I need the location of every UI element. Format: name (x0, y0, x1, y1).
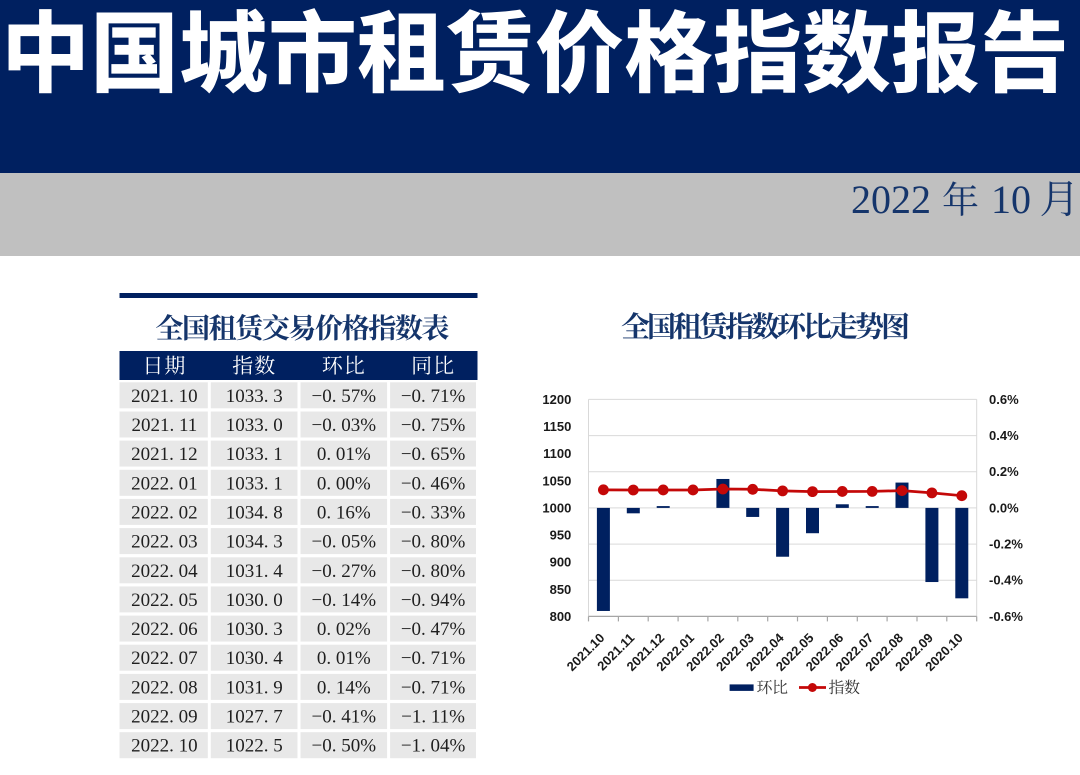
svg-text:1100: 1100 (543, 446, 571, 461)
svg-text:950: 950 (550, 528, 572, 543)
svg-text:-0.2%: -0.2% (989, 537, 1023, 552)
svg-text:−0. 46%: −0. 46% (401, 473, 466, 494)
svg-text:2022. 04: 2022. 04 (131, 561, 198, 582)
svg-text:0. 01%: 0. 01% (317, 444, 371, 465)
svg-text:0.4%: 0.4% (989, 428, 1019, 443)
svg-text:1000: 1000 (542, 500, 571, 515)
svg-text:0.2%: 0.2% (989, 464, 1019, 479)
svg-text:−0. 03%: −0. 03% (312, 415, 377, 436)
svg-text:1050: 1050 (542, 473, 571, 488)
svg-text:1033. 3: 1033. 3 (226, 386, 283, 407)
svg-text:-0.4%: -0.4% (989, 573, 1023, 588)
svg-text:850: 850 (550, 582, 572, 597)
svg-text:−0. 50%: −0. 50% (312, 736, 377, 757)
svg-text:2022. 07: 2022. 07 (131, 648, 198, 669)
svg-text:2022. 05: 2022. 05 (131, 590, 198, 611)
svg-text:−0. 05%: −0. 05% (312, 532, 377, 553)
svg-text:−0. 80%: −0. 80% (401, 532, 466, 553)
svg-text:800: 800 (550, 609, 572, 624)
svg-text:−0. 80%: −0. 80% (401, 561, 466, 582)
svg-text:10: 10 (991, 177, 1031, 222)
svg-text:1034. 3: 1034. 3 (226, 532, 283, 553)
svg-text:1150: 1150 (543, 419, 571, 434)
svg-text:1022. 5: 1022. 5 (226, 736, 283, 757)
svg-text:900: 900 (550, 555, 572, 570)
svg-text:−0. 14%: −0. 14% (312, 590, 377, 611)
svg-text:0. 16%: 0. 16% (317, 502, 371, 523)
svg-text:−0. 75%: −0. 75% (401, 415, 466, 436)
svg-text:0. 02%: 0. 02% (317, 619, 371, 640)
svg-text:−0. 47%: −0. 47% (401, 619, 466, 640)
svg-text:1033. 1: 1033. 1 (226, 473, 283, 494)
svg-text:1033. 1: 1033. 1 (226, 444, 283, 465)
svg-text:2021. 11: 2021. 11 (132, 415, 198, 436)
svg-text:−1. 11%: −1. 11% (401, 707, 465, 728)
svg-text:−0. 65%: −0. 65% (401, 444, 466, 465)
svg-text:−0. 71%: −0. 71% (401, 648, 466, 669)
svg-text:2021. 10: 2021. 10 (131, 386, 198, 407)
svg-text:0. 00%: 0. 00% (317, 473, 371, 494)
svg-text:1200: 1200 (542, 392, 571, 407)
svg-text:2022. 01: 2022. 01 (131, 473, 198, 494)
svg-text:2021. 12: 2021. 12 (131, 444, 198, 465)
svg-text:0.6%: 0.6% (989, 392, 1019, 407)
svg-text:1030. 3: 1030. 3 (226, 619, 283, 640)
svg-text:2022. 06: 2022. 06 (131, 619, 198, 640)
svg-text:2022. 02: 2022. 02 (131, 502, 198, 523)
svg-text:2022. 08: 2022. 08 (131, 677, 198, 698)
svg-text:1031. 4: 1031. 4 (226, 561, 284, 582)
svg-text:1034. 8: 1034. 8 (226, 502, 283, 523)
svg-text:−0. 57%: −0. 57% (312, 386, 377, 407)
svg-text:-0.6%: -0.6% (989, 609, 1023, 624)
svg-text:2022. 09: 2022. 09 (131, 707, 198, 728)
svg-text:−0. 33%: −0. 33% (401, 502, 466, 523)
svg-text:2022. 03: 2022. 03 (131, 532, 198, 553)
svg-text:1033. 0: 1033. 0 (226, 415, 283, 436)
svg-text:1030. 0: 1030. 0 (226, 590, 283, 611)
svg-text:−0. 41%: −0. 41% (312, 707, 377, 728)
svg-text:−0. 94%: −0. 94% (401, 590, 466, 611)
svg-text:0. 14%: 0. 14% (317, 677, 371, 698)
svg-text:2022. 10: 2022. 10 (131, 736, 198, 757)
svg-text:1031. 9: 1031. 9 (226, 677, 283, 698)
svg-text:−1. 04%: −1. 04% (401, 736, 466, 757)
svg-text:1030. 4: 1030. 4 (226, 648, 284, 669)
svg-text:−0. 71%: −0. 71% (401, 386, 466, 407)
svg-text:0.0%: 0.0% (989, 500, 1019, 515)
svg-text:1027. 7: 1027. 7 (226, 707, 283, 728)
svg-text:0. 01%: 0. 01% (317, 648, 371, 669)
svg-text:−0. 71%: −0. 71% (401, 677, 466, 698)
svg-text:2022: 2022 (851, 177, 931, 222)
svg-text:−0. 27%: −0. 27% (312, 561, 377, 582)
